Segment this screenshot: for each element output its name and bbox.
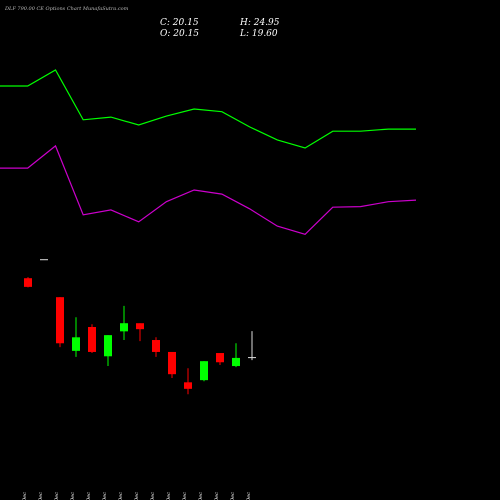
- x-tick-label: 04 Dec: [38, 492, 44, 500]
- x-tick-label: 20 Dec: [214, 492, 220, 500]
- x-tick-label: 18 Dec: [182, 492, 188, 500]
- x-tick-label: 16 Dec: [150, 492, 156, 500]
- x-tick-label: 24 Dec: [246, 492, 252, 500]
- x-tick-label: 19 Dec: [198, 492, 204, 500]
- candle-body: [232, 357, 240, 367]
- info-high: H: 24.95: [239, 18, 280, 28]
- candle-body: [152, 340, 160, 352]
- chart-title: DLF 790.00 CE Options Chart MunafaSutra.…: [4, 6, 129, 12]
- candle-body: [88, 327, 96, 352]
- x-tick-label: 10 Dec: [86, 492, 92, 500]
- candle-body: [40, 259, 48, 261]
- candle-body: [200, 361, 208, 381]
- candle-body: [248, 357, 256, 359]
- candle-body: [184, 382, 192, 389]
- candle-body: [56, 297, 64, 344]
- indicator-line: [0, 69, 416, 149]
- indicator-line: [0, 144, 417, 235]
- candle-body: [136, 323, 144, 330]
- info-open: O: 20.15: [160, 29, 199, 39]
- x-tick-label: 06 Dec: [54, 492, 60, 500]
- x-tick-label: 23 Dec: [230, 492, 236, 500]
- x-tick-label: 03 Dec: [22, 492, 28, 500]
- candle-body: [120, 323, 128, 332]
- x-tick-label: 11 Dec: [102, 492, 108, 500]
- x-tick-label: 17 Dec: [166, 492, 172, 500]
- candle-body: [72, 337, 80, 351]
- x-tick-label: 12 Dec: [118, 492, 124, 500]
- candle-body: [104, 335, 112, 357]
- x-tick-label: 09 Dec: [70, 492, 76, 500]
- candle-body: [24, 278, 32, 287]
- candle-body: [168, 351, 176, 375]
- info-low: L: 19.60: [239, 29, 278, 39]
- x-tick-label: 13 Dec: [134, 492, 140, 500]
- info-close: C: 20.15: [160, 18, 199, 28]
- candle-body: [216, 353, 224, 363]
